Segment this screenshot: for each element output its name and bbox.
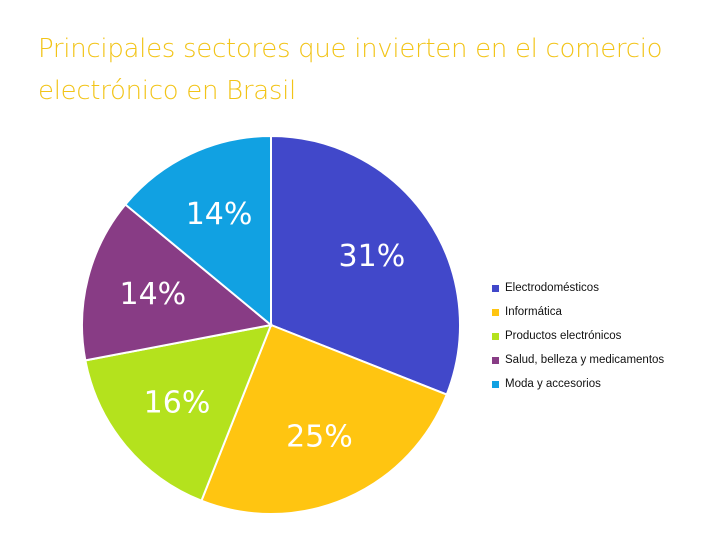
legend-item-productos-electronicos: Productos electrónicos [492, 324, 664, 348]
legend-swatch [492, 308, 499, 316]
slice-label-electrodomesticos: 31% [339, 239, 406, 274]
legend-item-salud-belleza: Salud, belleza y medicamentos [492, 348, 664, 372]
legend-label: Informática [505, 306, 562, 318]
legend-swatch [492, 332, 499, 340]
legend-label: Productos electrónicos [505, 330, 622, 342]
pie-slice-moda-y-accesorios [123, 134, 272, 328]
legend-item-informatica: Informática [492, 300, 664, 324]
chart-title-line-1: Principales sectores que invierten en el… [38, 34, 663, 64]
legend-swatch [492, 356, 499, 364]
legend-label: Electrodomésticos [505, 282, 599, 294]
chart-legend: Electrodomésticos Informática Productos … [492, 276, 664, 396]
chart-title: Principales sectores que invierten en el… [38, 28, 698, 112]
pie-slice-salud-belleza-y-medicamentos [81, 203, 274, 362]
legend-swatch [492, 380, 499, 388]
pie-slice-productos-electronicos [84, 323, 273, 503]
slice-label-salud-belleza-y-medicamentos: 14% [119, 277, 186, 312]
legend-label: Moda y accesorios [505, 378, 601, 390]
legend-label: Salud, belleza y medicamentos [505, 354, 665, 366]
slice-label-informatica: 25% [286, 419, 353, 454]
pie-slice-electrodomesticos [270, 134, 461, 396]
chart-title-line-2: electrónico en Brasil [38, 76, 296, 106]
slice-label-productos-electronicos: 16% [144, 385, 211, 420]
legend-swatch [492, 284, 499, 292]
slice-label-moda-y-accesorios: 14% [186, 197, 253, 232]
legend-item-moda-accesorios: Moda y accesorios [492, 372, 664, 396]
legend-item-electrodomesticos: Electrodomésticos [492, 276, 664, 300]
pie-slice-informatica [200, 323, 449, 515]
